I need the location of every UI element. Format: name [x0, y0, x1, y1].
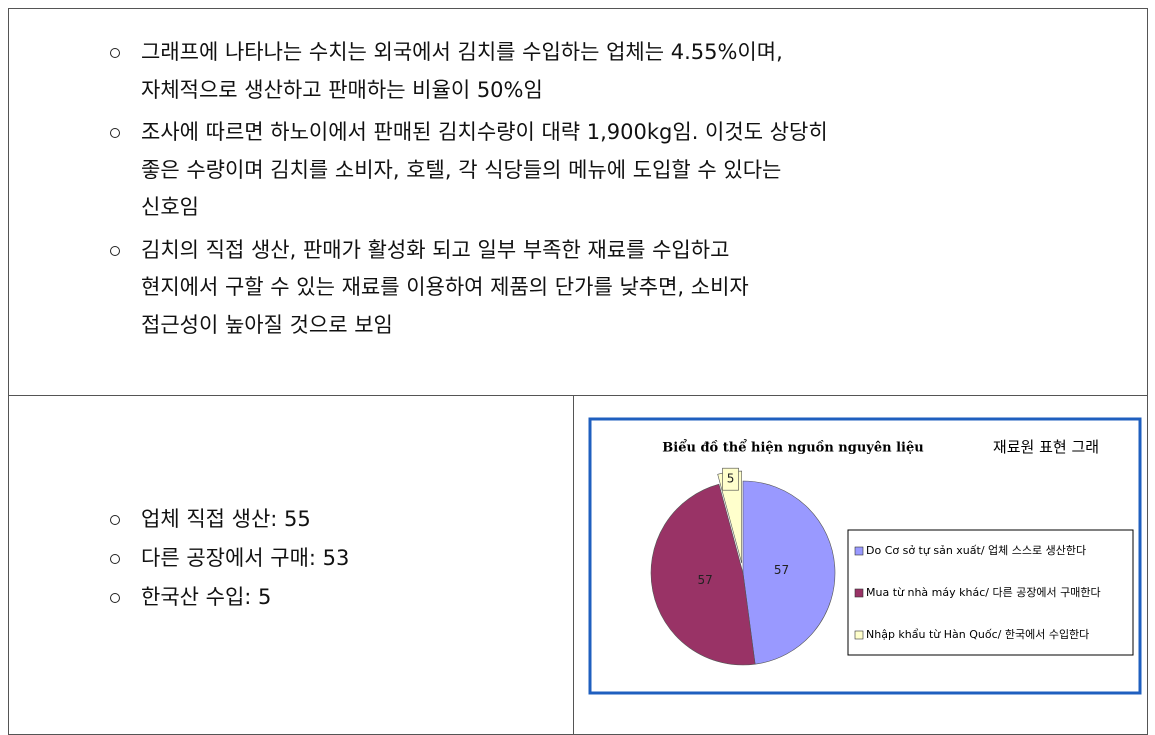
- legend-label: Mua từ nhà máy khác/ 다른 공장에서 구매한다: [866, 586, 1101, 599]
- pie-slice: [650, 483, 756, 666]
- legend-box: [847, 529, 1134, 656]
- bullet-text: 좋은 수량이며 김치를 소비자, 호텔, 각 식당들의 메뉴에 도입할 수 있다…: [141, 157, 782, 182]
- bullet-text: 조사에 따르면 하노이에서 판매된 김치수량이 대략 1,900kg임. 이것도…: [141, 120, 828, 144]
- pie-slice: [742, 480, 836, 665]
- legend-label: Do Cơ sở tự sản xuất/ 업체 스스로 생산한다: [866, 544, 1086, 557]
- bullet-text: 한국산 수입: 5: [141, 585, 272, 609]
- data-label: 57: [774, 563, 789, 577]
- bullet: [110, 128, 120, 138]
- data-label: 5: [727, 472, 735, 486]
- bullet-text: 자체적으로 생산하고 판매하는 비율이 50%임: [141, 77, 543, 102]
- bullet: [110, 593, 120, 603]
- bullet-text: 다른 공장에서 구매: 53: [141, 546, 350, 570]
- bullet-text: 신호임: [141, 195, 199, 219]
- bullet-text: 그래프에 나타나는 수치는 외국에서 김치를 수입하는 업체는 4.55%이며,: [141, 40, 783, 64]
- legend-label: Nhập khẩu từ Hàn Quốc/ 한국에서 수입한다: [866, 628, 1089, 641]
- page: 그래프에 나타나는 수치는 외국에서 김치를 수입하는 업체는 4.55%이며,…: [8, 8, 1148, 735]
- bullet: [110, 245, 120, 256]
- bullet: [110, 48, 120, 58]
- bullet-text: 접근성이 높아질 것으로 보임: [141, 312, 393, 337]
- data-label-box: [722, 467, 739, 491]
- bullet: [110, 515, 120, 525]
- bullet-text: 김치의 직접 생산, 판매가 활성화 되고 일부 부족한 재료를 수입하고: [141, 237, 730, 262]
- bullet-text: 업체 직접 생산: 55: [141, 507, 311, 531]
- chart-title: Biểu đồ thể hiện nguồn nguyên liệu: [662, 440, 923, 456]
- legend-swatch: [854, 588, 864, 598]
- bullet-text: 현지에서 구할 수 있는 재료를 이용하여 제품의 단가를 낮추면, 소비자: [141, 275, 749, 299]
- data-label: 57: [697, 573, 712, 587]
- legend-swatch: [854, 546, 864, 556]
- bullet: [110, 554, 120, 564]
- legend-swatch: [854, 630, 864, 640]
- chart: Biểu đồ thể hiện nguồn nguyên liệu 재료원 표…: [588, 417, 1142, 695]
- chart-subtitle: 재료원 표현 그래: [993, 438, 1099, 456]
